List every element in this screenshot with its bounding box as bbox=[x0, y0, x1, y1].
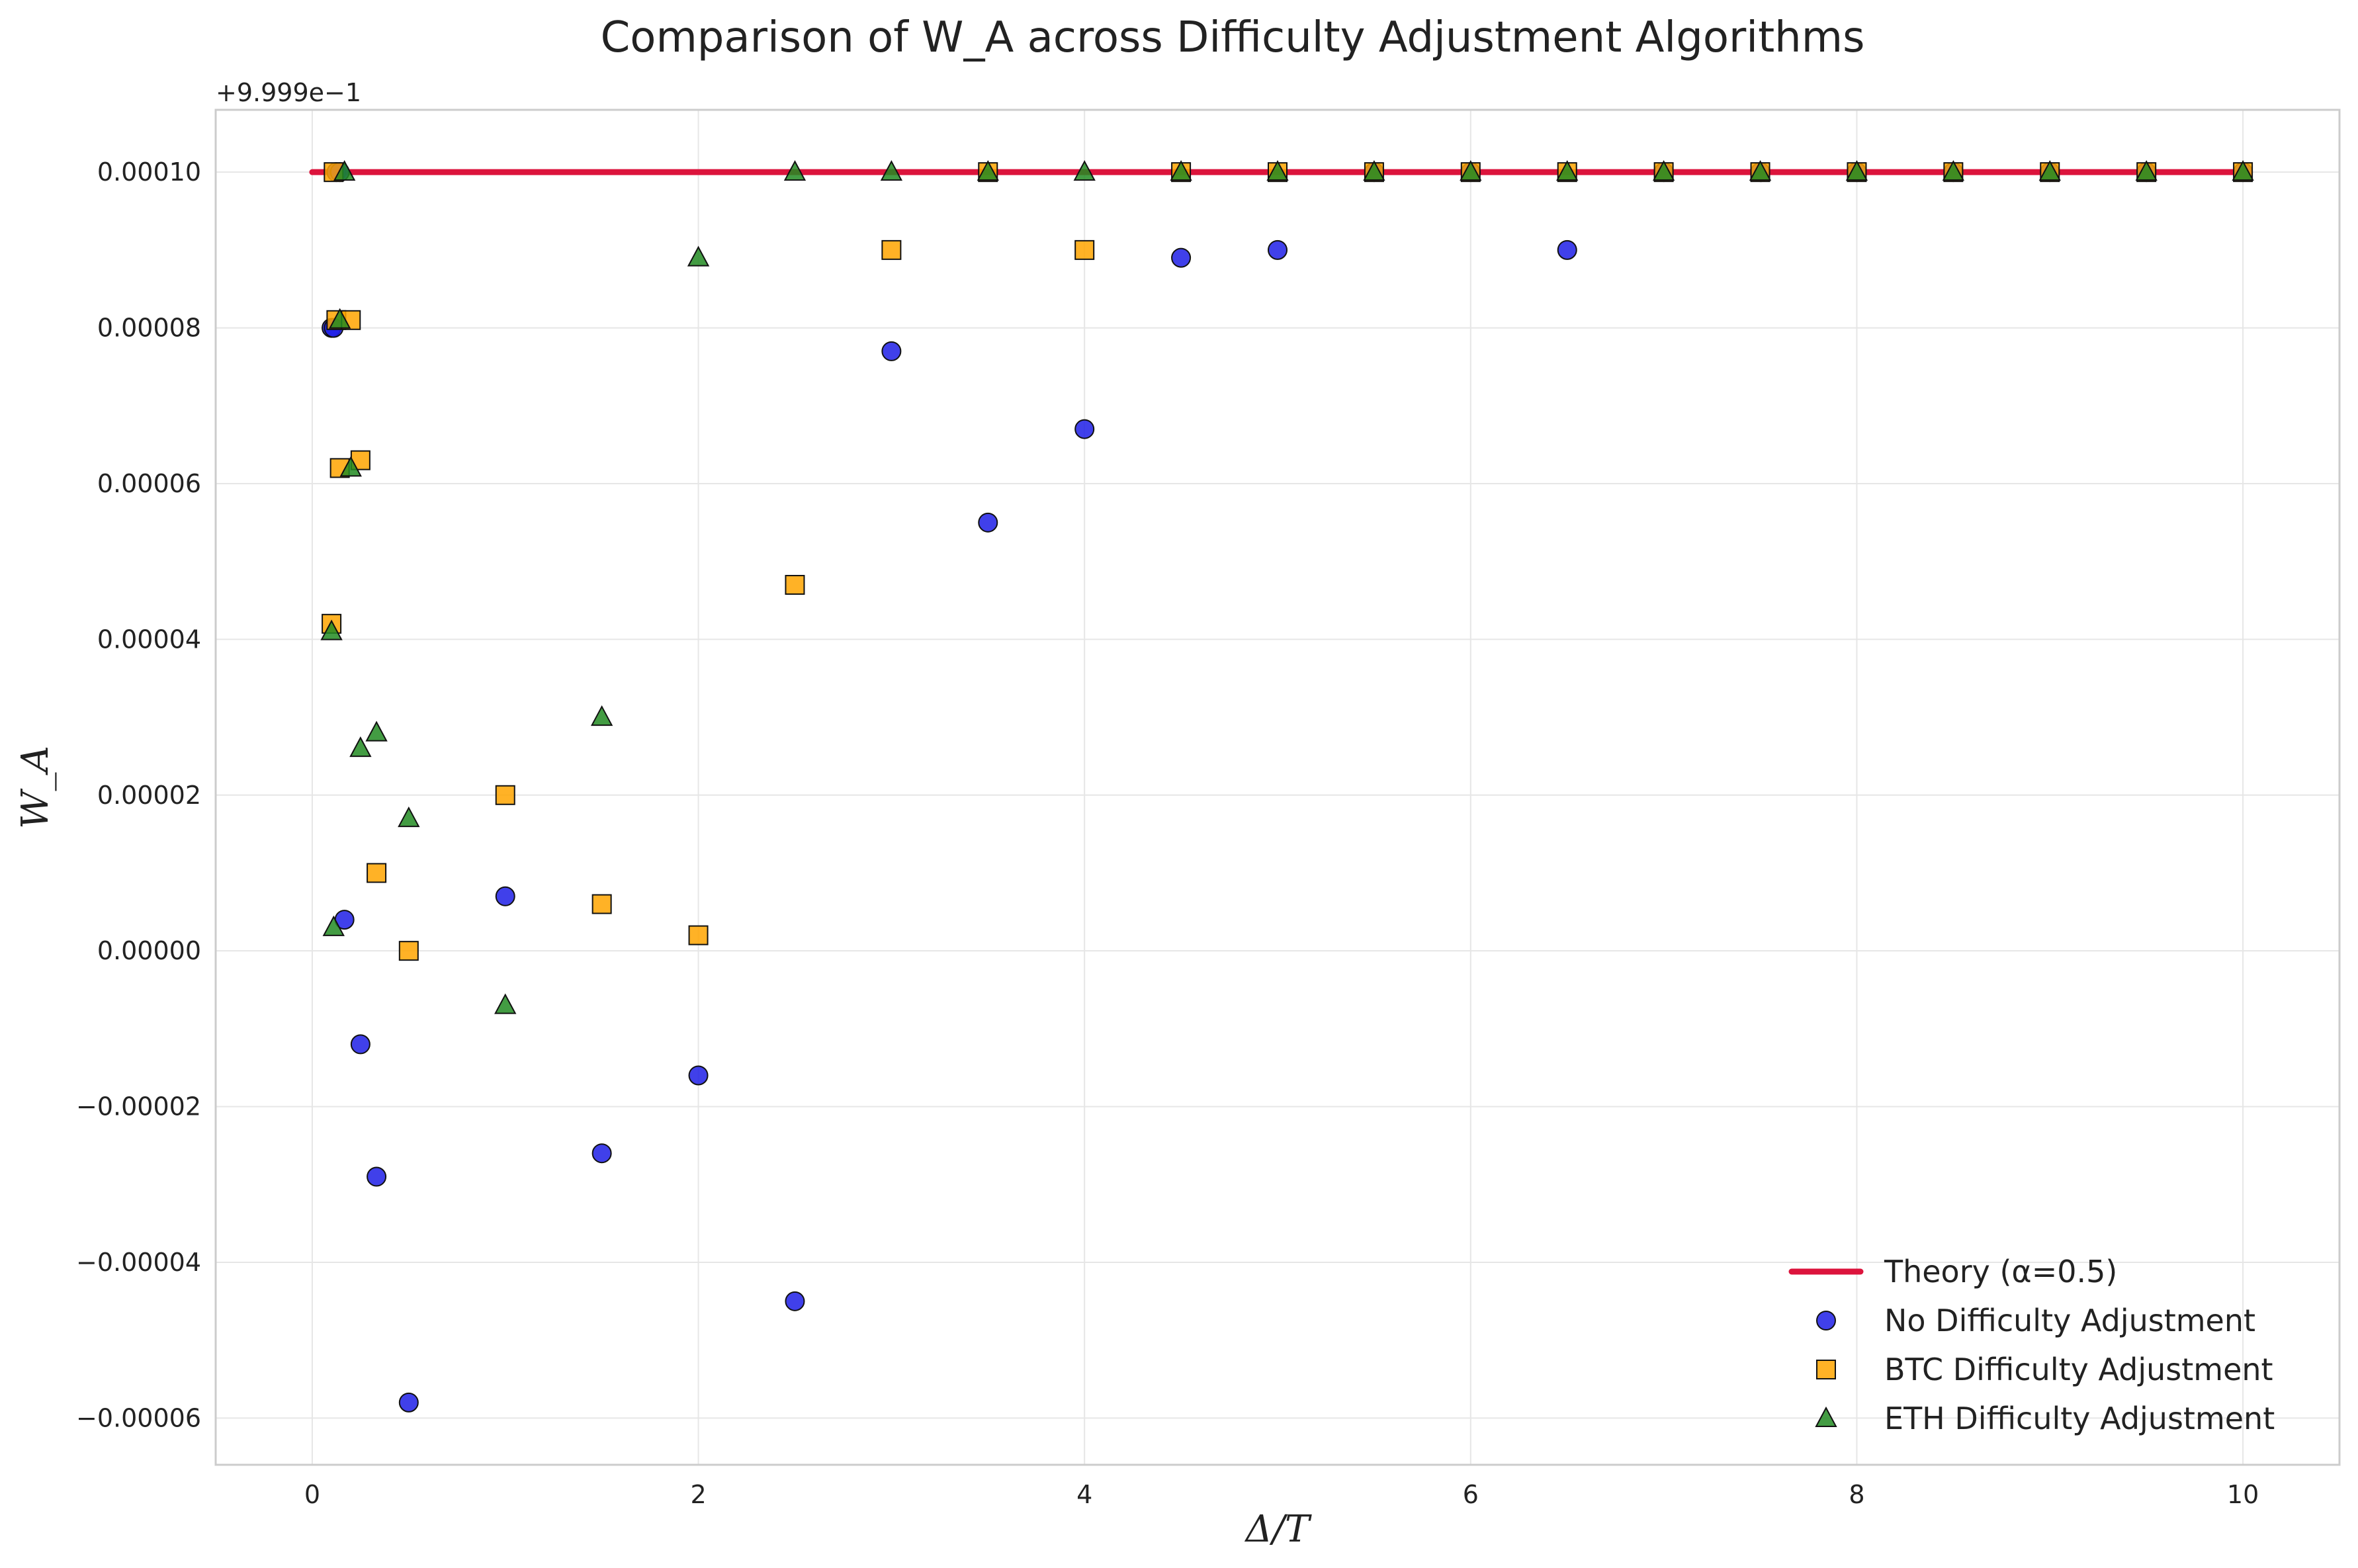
triangle-point bbox=[1556, 160, 1579, 181]
triangle-point bbox=[1652, 160, 1675, 181]
circle-point bbox=[1171, 247, 1192, 268]
x-tick-label: 10 bbox=[2227, 1480, 2259, 1509]
y-offset-label: +9.999e−1 bbox=[216, 78, 361, 107]
legend: Theory (α=0.5) No Difficulty Adjustment BT… bbox=[1788, 1254, 2275, 1436]
triangle-point bbox=[333, 160, 356, 181]
circle-point bbox=[785, 1291, 805, 1311]
triangle-point bbox=[365, 720, 388, 742]
y-tick-label: 0.00008 bbox=[97, 314, 201, 343]
plot-frame bbox=[214, 109, 2341, 1466]
circle-point bbox=[1557, 240, 1577, 260]
triangle-point bbox=[339, 456, 362, 477]
triangle-point bbox=[322, 915, 345, 936]
data-series bbox=[309, 160, 2254, 1413]
y-tick-label: 0.00004 bbox=[97, 625, 201, 654]
square-point bbox=[398, 941, 419, 961]
legend-entry: BTC Difficulty Adjustment bbox=[1816, 1352, 2273, 1387]
y-tick-label: 0.00006 bbox=[97, 469, 201, 498]
circle-point bbox=[978, 512, 998, 533]
triangle-point bbox=[320, 619, 343, 640]
legend-triangle-swatch bbox=[1815, 1406, 1837, 1427]
y-tick-label: 0.00000 bbox=[97, 936, 201, 965]
triangle-point bbox=[398, 806, 420, 828]
circle-point bbox=[398, 1392, 419, 1413]
triangle-point bbox=[783, 160, 807, 181]
circle-point bbox=[367, 1166, 387, 1187]
legend-entry: Theory (α=0.5) bbox=[1788, 1254, 2117, 1289]
square-point bbox=[785, 574, 805, 595]
circle-point bbox=[591, 1143, 612, 1164]
y-tick-label: 0.00010 bbox=[97, 157, 201, 187]
triangle-point bbox=[2232, 160, 2254, 181]
triangle-point bbox=[1266, 160, 1289, 181]
triangle-point bbox=[349, 736, 372, 758]
legend-label: Theory (α=0.5) bbox=[1884, 1254, 2117, 1289]
chart-title: Comparison of W_A across Difficulty Adju… bbox=[601, 13, 1865, 62]
triangle-point bbox=[494, 993, 517, 1014]
y-tick-label: −0.00002 bbox=[76, 1092, 201, 1121]
triangle-point bbox=[1170, 160, 1192, 181]
triangle-point bbox=[328, 308, 351, 329]
triangle-point bbox=[590, 705, 613, 726]
circle-point bbox=[350, 1034, 371, 1055]
legend-label: No Difficulty Adjustment bbox=[1884, 1303, 2255, 1338]
triangle-point bbox=[1363, 160, 1385, 181]
x-tick-label: 8 bbox=[1849, 1480, 1864, 1509]
square-point bbox=[367, 863, 387, 883]
legend-entry: No Difficulty Adjustment bbox=[1816, 1303, 2255, 1338]
circle-point bbox=[1268, 240, 1288, 260]
x-tick-label: 0 bbox=[304, 1480, 320, 1509]
triangle-point bbox=[1942, 160, 1965, 181]
triangle-point bbox=[2135, 160, 2158, 181]
circle-point bbox=[495, 886, 515, 906]
square-point bbox=[1074, 240, 1095, 260]
triangle-point bbox=[977, 160, 999, 181]
triangle-point bbox=[2038, 160, 2061, 181]
triangle-point bbox=[1845, 160, 1868, 181]
x-tick-labels: 0 2 4 6 8 10 bbox=[304, 1480, 2259, 1509]
circle-point bbox=[1074, 419, 1095, 439]
square-point bbox=[881, 240, 902, 260]
square-point bbox=[591, 894, 612, 914]
square-point bbox=[495, 785, 515, 805]
y-tick-label: 0.00002 bbox=[97, 781, 201, 810]
circle-point bbox=[881, 341, 902, 361]
square-point bbox=[688, 925, 709, 945]
x-tick-label: 6 bbox=[1463, 1480, 1479, 1509]
legend-square-swatch bbox=[1816, 1360, 1836, 1379]
triangle-point bbox=[1460, 160, 1482, 181]
x-tick-label: 4 bbox=[1076, 1480, 1092, 1509]
x-axis-label: Δ/T bbox=[1244, 1508, 1312, 1551]
y-axis-label: W_A bbox=[14, 746, 57, 829]
triangle-point bbox=[687, 245, 710, 267]
eth-difficulty-adjustment-series bbox=[320, 160, 2254, 1014]
triangle-point bbox=[880, 160, 903, 181]
legend-circle-swatch bbox=[1816, 1311, 1836, 1330]
y-tick-labels: −0.00006 −0.00004 −0.00002 0.00000 0.00002 0.… bbox=[76, 157, 201, 1432]
y-tick-label: −0.00004 bbox=[76, 1248, 201, 1277]
x-tick-label: 2 bbox=[690, 1480, 706, 1509]
triangle-point bbox=[1073, 160, 1096, 181]
legend-label: BTC Difficulty Adjustment bbox=[1884, 1352, 2273, 1387]
circle-point bbox=[688, 1065, 709, 1086]
y-tick-label: −0.00006 bbox=[76, 1403, 201, 1432]
legend-entry: ETH Difficulty Adjustment bbox=[1815, 1401, 2275, 1436]
triangle-point bbox=[1749, 160, 1772, 181]
legend-label: ETH Difficulty Adjustment bbox=[1884, 1401, 2275, 1436]
